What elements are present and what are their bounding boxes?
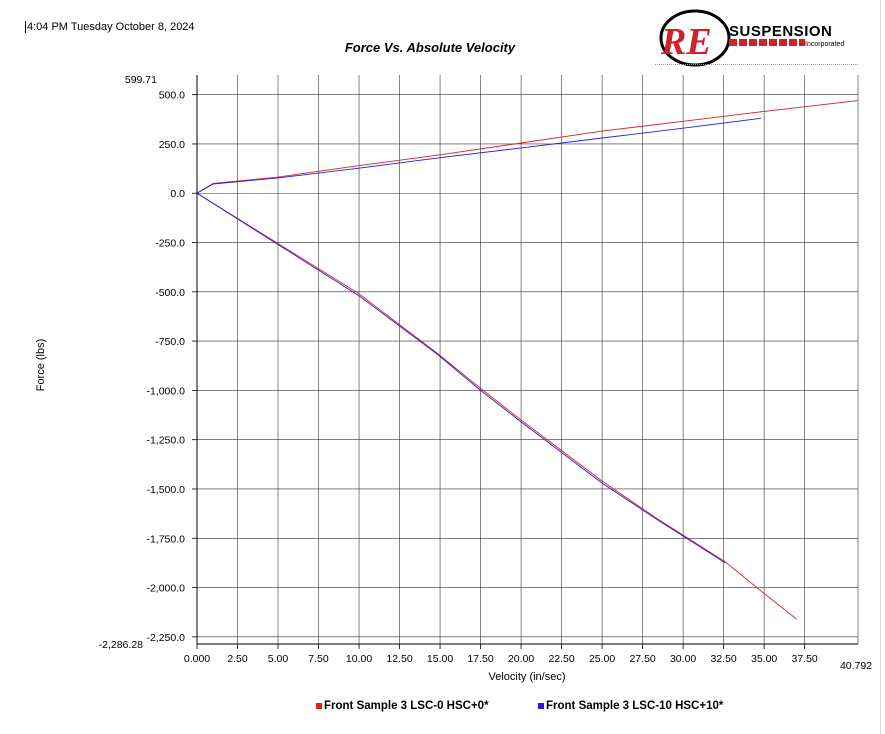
x-tick-label: 27.50 — [629, 653, 655, 665]
series-2-rebound-line — [196, 117, 761, 194]
y-tick-label: -750.0 — [155, 336, 185, 348]
x-tick-label: 17.50 — [467, 653, 493, 665]
grid-layer — [196, 75, 859, 644]
y-tick-label: 250.0 — [159, 139, 185, 151]
series-1-compression-line — [196, 192, 797, 620]
x-tick-label: 30.00 — [670, 653, 696, 665]
legend-item-series-2: Front Sample 3 LSC-10 HSC+10* — [538, 700, 723, 712]
y-axis-title: Force (lbs) — [35, 339, 47, 392]
x-tick-label: 20.00 — [508, 653, 534, 665]
y-min-label: -2,286.28 — [99, 639, 144, 651]
logo-brand-name: SUSPENSION — [729, 23, 832, 40]
x-tick-label: 5.00 — [268, 653, 289, 665]
logo-ring — [659, 9, 731, 67]
legend-swatch-series-2 — [538, 703, 544, 709]
x-axis-title: Velocity (in/sec) — [488, 671, 565, 683]
y-tick-label: 500.0 — [159, 90, 185, 102]
page-right-border — [880, 0, 881, 734]
x-tick-label: 2.50 — [227, 653, 248, 665]
label-layer: 0.000 2.50 5.00 7.50 10.00 12.50 15.00 17.50 20.… — [99, 74, 873, 672]
axis-layer — [192, 75, 858, 649]
y-tick-label: -1,000.0 — [146, 385, 185, 397]
x-tick-label: 37.50 — [792, 653, 818, 665]
legend-swatch-series-1 — [316, 703, 322, 709]
legend-label-series-1: Front Sample 3 LSC-0 HSC+0* — [324, 700, 489, 712]
x-tick-label: 10.00 — [346, 653, 372, 665]
series-2-compression-line — [196, 192, 726, 564]
x-tick-label: 12.50 — [386, 653, 412, 665]
x-tick-label: 7.50 — [308, 653, 329, 665]
x-tick-label: 25.00 — [589, 653, 615, 665]
x-tick-label: 35.00 — [751, 653, 777, 665]
series-layer — [196, 100, 859, 620]
logo-sub: Incorporated — [805, 41, 844, 48]
header-divider — [655, 64, 858, 65]
legend-label-series-2: Front Sample 3 LSC-10 HSC+10* — [546, 700, 724, 712]
y-tick-label: -1,750.0 — [146, 533, 185, 545]
plot-area — [197, 75, 858, 644]
y-tick-label: -1,250.0 — [146, 435, 185, 447]
x-max-label: 40.792 — [840, 660, 872, 672]
timestamp: 4:04 PM Tuesday October 8, 2024 — [25, 21, 195, 33]
x-tick-label: 15.00 — [427, 653, 453, 665]
y-max-label: 599.71 — [125, 74, 157, 86]
y-tick-label: -1,500.0 — [146, 484, 185, 496]
x-tick-label: 22.50 — [548, 653, 574, 665]
y-tick-label: -2,000.0 — [146, 583, 185, 595]
logo-letters: RE — [660, 21, 712, 63]
y-tick-label: -2,250.0 — [146, 632, 185, 644]
re-suspension-logo: RE SUSPENSION Incorporated — [659, 9, 844, 67]
x-tick-label: 0.000 — [184, 653, 210, 665]
legend-item-series-1: Front Sample 3 LSC-0 HSC+0* — [316, 700, 489, 712]
y-tick-label: -250.0 — [155, 238, 185, 250]
x-tick-label: 32.50 — [710, 653, 736, 665]
y-tick-label: -500.0 — [155, 287, 185, 299]
chart-title: Force Vs. Absolute Velocity — [344, 40, 516, 55]
logo-red-bars — [729, 39, 805, 46]
y-tick-label: 0.0 — [170, 188, 185, 200]
series-1-rebound-line — [196, 100, 859, 194]
